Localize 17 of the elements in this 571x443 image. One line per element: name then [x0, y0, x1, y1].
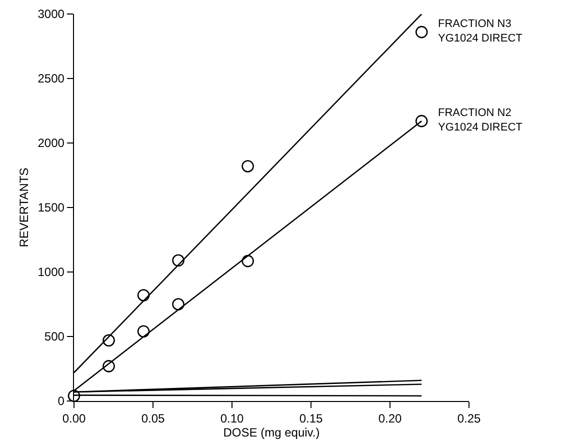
y-axis-title: REVERTANTS — [17, 168, 32, 248]
series-label: FRACTION N2 YG1024 DIRECT — [438, 107, 523, 134]
x-tick-label: 0.25 — [457, 412, 481, 426]
series-label: FRACTION N3 YG1024 DIRECT — [438, 18, 523, 44]
x-tick-label: 0.00 — [62, 412, 86, 426]
y-tick-label: 1000 — [38, 265, 65, 280]
x-tick-label: 0.10 — [220, 412, 244, 426]
y-tick-label: 1500 — [38, 200, 65, 215]
x-axis-title: DOSE (mg equiv.) — [223, 426, 320, 440]
y-tick-label: 2500 — [38, 72, 65, 86]
x-tick-label: 0.15 — [299, 412, 323, 426]
x-tick-label: 0.20 — [378, 412, 402, 426]
y-tick-label: 3000 — [38, 7, 65, 22]
y-tick-label: 0 — [58, 394, 65, 408]
y-tick-label: 2000 — [38, 136, 65, 150]
x-tick-label: 0.05 — [141, 412, 165, 426]
y-tick-label: 500 — [44, 330, 65, 344]
